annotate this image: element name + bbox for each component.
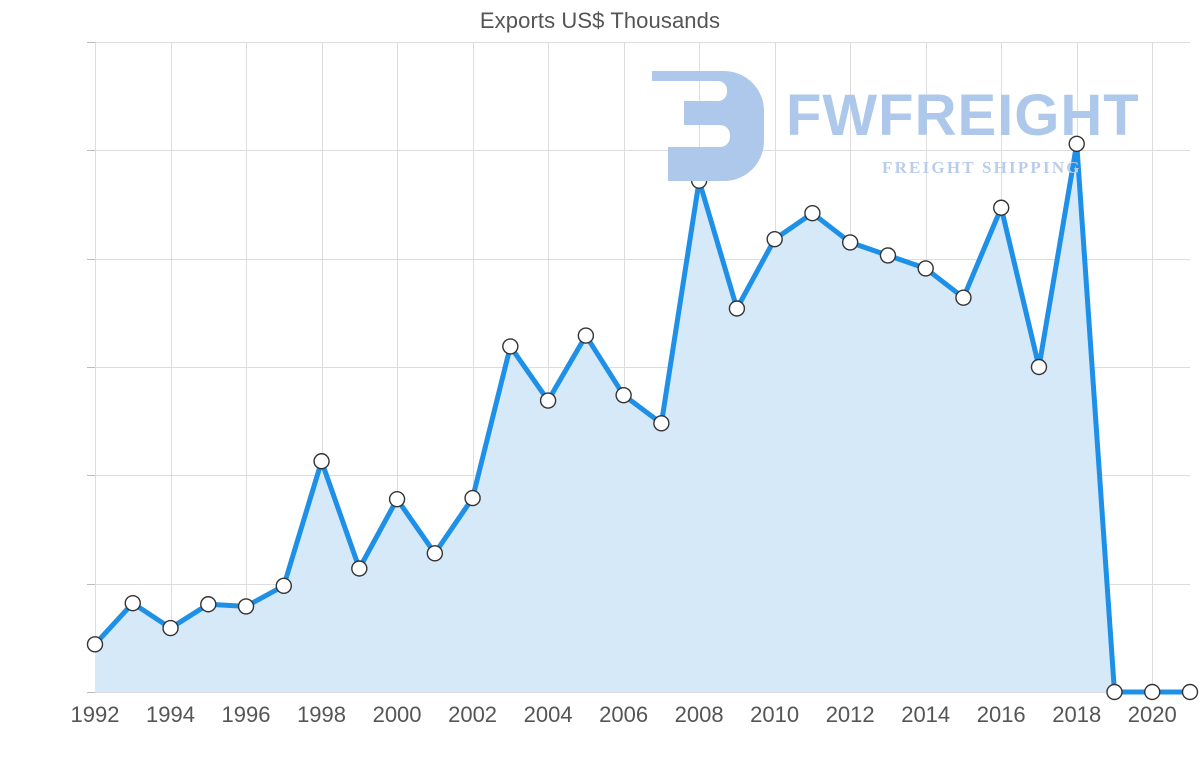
gridline-horizontal [95,367,1190,368]
data-point-marker[interactable] [615,386,632,404]
gridline-horizontal [95,150,1190,152]
x-axis-tick-label: 2020 [1127,702,1177,727]
data-point-marker[interactable] [86,636,104,653]
plot-area [86,42,1199,701]
x-axis-tick-label: 2018 [1052,702,1102,727]
data-point-marker[interactable] [1106,683,1123,701]
data-point-marker[interactable] [1144,683,1161,701]
data-point-marker[interactable] [917,260,934,277]
gridline-vertical [246,42,248,692]
y-axis-tick-mark [87,475,95,477]
data-point-marker[interactable] [200,596,217,613]
data-point-marker[interactable] [1181,683,1199,701]
data-point-marker[interactable] [351,560,368,577]
x-axis-tick-label: 2000 [372,702,422,727]
x-axis-tick-label: 2012 [825,702,875,727]
data-point-marker[interactable] [275,577,292,595]
gridline-horizontal [95,692,1190,693]
data-point-marker[interactable] [539,392,557,409]
data-point-marker[interactable] [124,594,141,612]
y-axis-tick-mark [87,258,95,260]
series-exports [86,135,1199,701]
data-point-marker[interactable] [426,545,444,562]
data-point-marker[interactable] [1030,358,1048,376]
data-point-marker[interactable] [464,489,481,507]
y-axis-tick-mark [87,150,95,152]
series-area-fill [95,143,1190,692]
gridline-horizontal [95,42,1190,43]
data-point-marker[interactable] [313,453,330,470]
data-point-marker[interactable] [502,338,519,355]
x-axis-tick-label: 2016 [976,702,1026,727]
x-axis-tick-label: 1994 [146,702,195,727]
x-axis-tick-label: 2008 [674,702,724,727]
data-point-marker[interactable] [766,230,783,248]
x-axis-tick-label: 1998 [297,702,347,727]
y-axis-tick-mark [87,367,95,368]
data-point-marker[interactable] [879,247,897,264]
data-point-marker[interactable] [993,199,1010,216]
data-point-marker[interactable] [388,490,406,508]
data-point-marker[interactable] [841,234,859,251]
data-point-marker[interactable] [728,300,746,317]
data-point-marker[interactable] [653,415,670,432]
x-axis-tick-label: 1992 [70,702,120,727]
x-axis-tick-label: 2002 [448,702,498,727]
x-axis-tick-label: 1996 [221,702,271,727]
chart-title: Exports US$ Thousands [479,8,721,33]
gridline-vertical [170,42,172,692]
data-point-marker[interactable] [690,172,708,189]
x-axis-tick-label: 2010 [750,702,800,727]
gridline-vertical [95,42,96,692]
data-point-marker[interactable] [577,327,595,344]
gridline-vertical [1152,42,1154,692]
data-point-marker[interactable] [1068,135,1085,153]
gridline-horizontal [95,258,1190,260]
data-point-marker[interactable] [804,204,821,222]
data-point-marker[interactable] [162,619,179,637]
gridline-vertical [397,42,399,692]
gridline-vertical [623,42,625,692]
y-axis-tick-mark [87,42,95,43]
gridline-vertical [321,42,323,692]
gridline-vertical [472,42,474,692]
y-axis-tick-mark [87,692,95,693]
data-point-marker[interactable] [237,598,255,615]
x-axis-tick-label: 2006 [599,702,649,727]
y-axis-tick-mark [87,583,95,585]
data-point-marker[interactable] [955,289,972,306]
x-axis-tick-label: 2014 [901,702,951,727]
gridline-vertical [548,42,550,692]
x-axis-tick-label: 2004 [523,702,573,727]
